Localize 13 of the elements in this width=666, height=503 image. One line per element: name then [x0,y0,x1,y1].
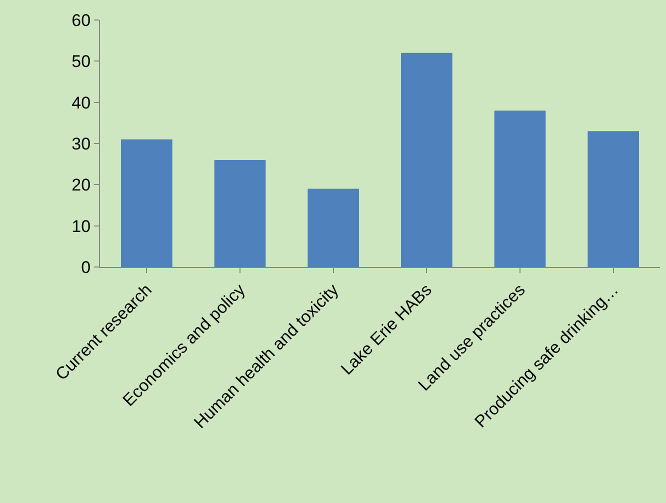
y-tick-label: 10 [72,216,91,236]
bar [121,139,172,267]
y-tick-label: 50 [72,52,91,72]
bar [214,160,266,267]
y-tick-label: 30 [72,134,91,154]
y-tick-label: 0 [81,258,91,277]
bar [588,131,639,267]
bar [494,110,546,267]
y-tick-label: 60 [72,10,91,30]
bar [308,188,359,267]
bar [401,52,452,267]
y-tick-label: 40 [72,93,91,112]
y-tick-label: 20 [72,176,91,195]
